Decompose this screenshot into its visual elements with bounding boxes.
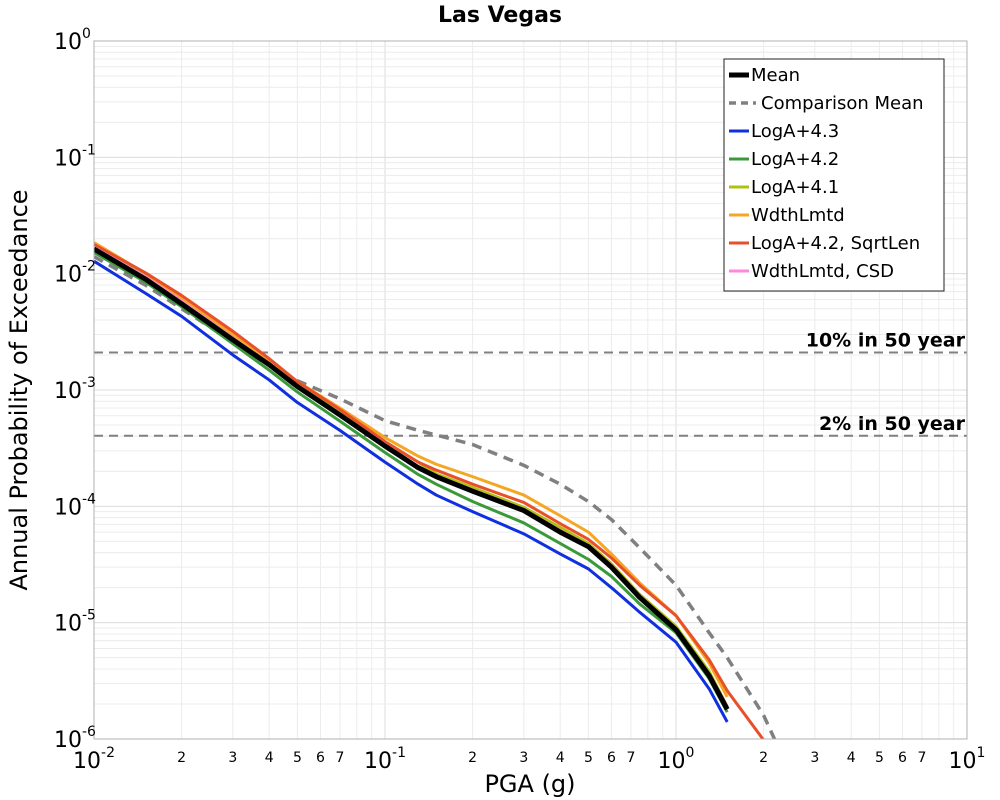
- legend-box: [723, 58, 945, 292]
- x-minor-tick-label: 5: [584, 750, 593, 766]
- series-line: [94, 246, 730, 711]
- series-lines: [94, 241, 777, 739]
- x-minor-tick-label: 4: [265, 750, 274, 766]
- y-tick-label: 10-6: [54, 724, 96, 753]
- x-minor-tick-label: 7: [335, 750, 344, 766]
- legend-label: LogA+4.2, SqrtLen: [751, 233, 920, 254]
- legend-label: LogA+4.2: [751, 149, 839, 170]
- x-minor-tick-label: 5: [293, 750, 302, 766]
- y-axis-label: Annual Probability of Exceedance: [5, 189, 33, 590]
- x-minor-tick-label: 6: [898, 750, 907, 766]
- x-tick-label: 101: [949, 745, 986, 774]
- y-tick-label: 100: [54, 26, 91, 55]
- x-minor-tick-label: 4: [556, 750, 565, 766]
- x-minor-tick-label: 2: [468, 750, 477, 766]
- y-axis-ticks: 100 10-1 10-2 10-3 10-4 10-5 10-6: [54, 26, 96, 753]
- legend-label: LogA+4.3: [751, 121, 839, 142]
- x-minor-tick-label: 3: [810, 750, 819, 766]
- y-tick-label: 10-3: [54, 375, 96, 404]
- reference-lines: 10% in 50 year 2% in 50 year: [94, 330, 967, 437]
- x-minor-tick-label: 7: [917, 750, 926, 766]
- legend-label: Comparison Mean: [761, 93, 924, 114]
- x-axis-label: PGA (g): [484, 770, 575, 798]
- legend-label: LogA+4.1: [751, 177, 839, 198]
- legend: Mean Comparison Mean LogA+4.3 LogA+4.2 LogA+…: [723, 58, 945, 292]
- legend-label: WdthLmtd, CSD: [751, 261, 894, 282]
- chart-title: Las Vegas: [438, 3, 562, 28]
- legend-label: Mean: [751, 65, 800, 86]
- x-tick-label: 10-2: [73, 745, 115, 774]
- x-minor-tick-label: 4: [847, 750, 856, 766]
- series-line: [94, 259, 729, 723]
- reference-line-label: 10% in 50 year: [806, 330, 966, 352]
- x-minor-tick-label: 2: [177, 750, 186, 766]
- plot-border: [93, 40, 968, 740]
- y-tick-label: 10-5: [54, 608, 96, 637]
- y-tick-label: 10-2: [54, 259, 96, 288]
- legend-label: WdthLmtd: [751, 205, 845, 226]
- x-tick-label: 10-1: [364, 745, 406, 774]
- x-minor-tick-label: 2: [759, 750, 768, 766]
- x-minor-tick-label: 6: [607, 750, 616, 766]
- series-line: [94, 241, 729, 698]
- x-minor-tick-label: 5: [875, 750, 884, 766]
- x-minor-tick-label: 3: [519, 750, 528, 766]
- x-tick-label: 100: [658, 745, 695, 774]
- series-line: [94, 251, 729, 713]
- x-minor-tick-label: 3: [228, 750, 237, 766]
- y-tick-label: 10-1: [54, 142, 96, 171]
- series-line: [94, 243, 765, 739]
- x-minor-tick-label: 6: [316, 750, 325, 766]
- y-tick-label: 10-4: [54, 491, 96, 520]
- x-minor-tick-label: 7: [626, 750, 635, 766]
- reference-line-label: 2% in 50 year: [819, 413, 966, 435]
